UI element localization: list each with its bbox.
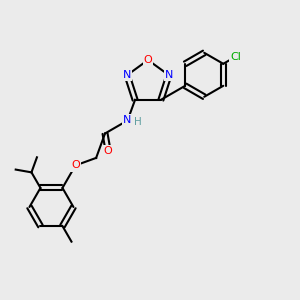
Text: N: N [165, 70, 173, 80]
Text: N: N [123, 70, 131, 80]
Text: O: O [71, 160, 80, 170]
Text: N: N [123, 116, 132, 125]
Text: O: O [144, 55, 152, 65]
Text: H: H [134, 118, 141, 128]
Text: Cl: Cl [230, 52, 241, 62]
Text: O: O [104, 146, 112, 156]
